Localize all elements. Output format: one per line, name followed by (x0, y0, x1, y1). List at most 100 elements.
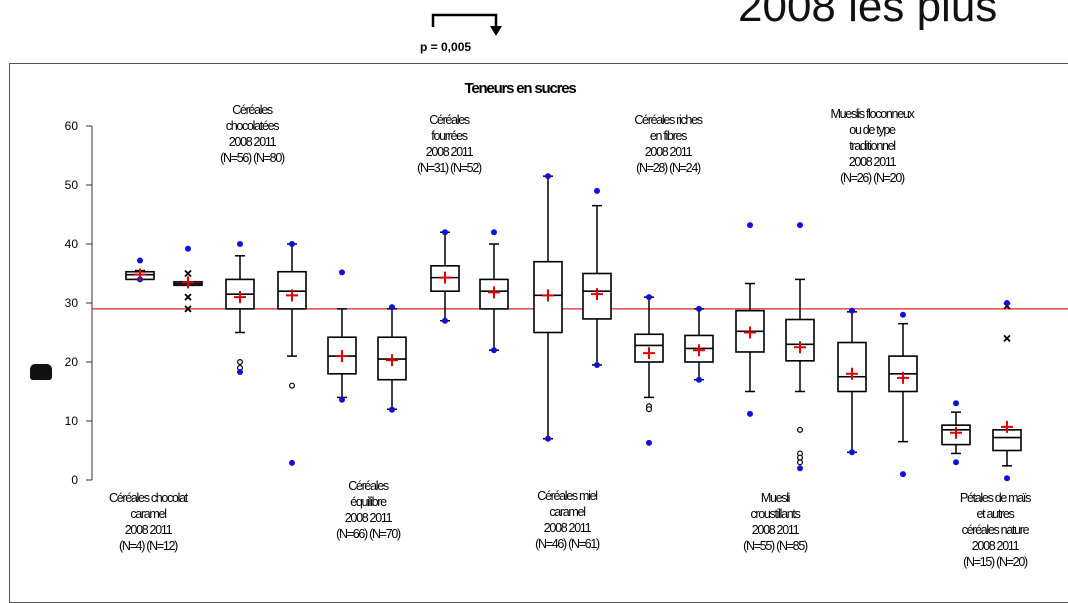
group-label-line: 2008 2011 (848, 155, 897, 169)
outlier-point (237, 359, 244, 366)
mean-marker (591, 288, 603, 301)
group-label: Céréales chocolatées 2008 2011 (N=56) (N=80… (172, 102, 332, 166)
box (430, 265, 460, 292)
group-label-line: (N=56) (N=80) (220, 151, 285, 165)
group-label-line: 2008 2011 (228, 135, 277, 149)
max-point (491, 229, 497, 236)
max-point (442, 229, 448, 236)
group-label-line: (N=26) (N=20) (840, 171, 905, 185)
max-point (289, 241, 295, 247)
group-label-line: Céréales (348, 479, 389, 493)
max-point (339, 269, 345, 276)
y-axis-label (30, 364, 52, 380)
min-point (696, 376, 702, 383)
outlier-point (289, 382, 296, 389)
group-label-line: céréales nature (961, 523, 1030, 537)
group-label-line: caramel (549, 505, 586, 519)
min-point (900, 471, 906, 478)
group-label-line: Céréales chocolat (109, 491, 188, 505)
mean-marker (950, 426, 962, 439)
group-label-line: (N=66) (N=70) (336, 527, 401, 541)
min-point (491, 347, 497, 354)
group-label: Céréales miel caramel 2008 2011 (N=46) (N=6… (487, 488, 647, 552)
group-label-line: Mueslis floconneux (830, 107, 915, 121)
max-point (900, 311, 906, 318)
mean-marker (897, 371, 909, 384)
group-label-line: 2008 2011 (644, 145, 693, 159)
mean-marker (386, 354, 398, 367)
group-label-line: Céréales (232, 103, 273, 117)
group-label-line: Pétales de maïs (959, 491, 1031, 505)
mean-marker (488, 286, 500, 299)
y-tick-label: 20 (65, 355, 79, 369)
mean-marker (744, 326, 756, 339)
min-point (1004, 475, 1010, 482)
group-label-line: et autres (976, 507, 1015, 521)
max-point (747, 222, 753, 229)
group-label: Mueslis floconneux ou de type traditionnel… (792, 106, 952, 186)
group-label-line: croustillants (750, 507, 800, 521)
extreme-point (1003, 334, 1011, 343)
p-value-arrow (490, 26, 502, 36)
min-point (442, 317, 448, 324)
min-point (646, 439, 652, 446)
chart-title: Teneurs en sucres (464, 80, 576, 97)
max-point (953, 400, 959, 407)
group-label-line: 2008 2011 (971, 539, 1020, 553)
group-label-line: chocolatées (225, 119, 280, 133)
group-label-line: Céréales miel (537, 489, 598, 503)
mean-marker (846, 367, 858, 380)
p-value-annotation: p = 0,005 (420, 40, 472, 54)
mean-marker (134, 268, 146, 281)
group-label-line: Muesli (760, 491, 791, 505)
y-tick-label: 60 (65, 119, 79, 133)
max-point (389, 304, 395, 311)
group-label-line: (N=55) (N=85) (743, 539, 808, 553)
mean-marker (234, 291, 246, 304)
y-tick-label: 0 (71, 473, 78, 487)
group-label-line: (N=31) (N=52) (417, 161, 482, 175)
max-point (797, 222, 803, 229)
group-label-line: (N=15) (N=20) (963, 555, 1028, 569)
extreme-point (184, 293, 192, 301)
max-point (185, 245, 191, 252)
max-point (696, 305, 702, 312)
min-point (797, 465, 803, 472)
min-point (389, 406, 395, 413)
group-label-line: ou de type (849, 123, 896, 137)
box (837, 341, 867, 393)
max-point (545, 173, 551, 180)
slide-title: 2008 les plus (738, 0, 998, 31)
group-label-line: (N=46) (N=61) (535, 537, 600, 551)
y-tick-label: 40 (65, 237, 79, 251)
group-label-line: Céréales (429, 113, 470, 127)
p-value-bracket (431, 13, 498, 27)
group-label-line: 2008 2011 (751, 523, 800, 537)
min-point (237, 369, 243, 376)
mean-marker (1001, 420, 1013, 433)
mean-marker (439, 271, 451, 284)
group-label: Céréales chocolat caramel 2008 2011 (N=4) (… (68, 490, 228, 554)
y-tick-label: 10 (65, 414, 79, 428)
max-point (594, 187, 600, 194)
group-label: Céréales fourrées 2008 2011 (N=31) (N=52) (369, 112, 529, 176)
max-point (646, 294, 652, 301)
group-label-line: fourrées (431, 129, 468, 143)
group-label-line: 2008 2011 (124, 523, 173, 537)
group-label-line: caramel (130, 507, 167, 521)
min-point (953, 459, 959, 466)
box (992, 429, 1022, 452)
max-point (1004, 300, 1010, 306)
box (785, 318, 815, 362)
group-label: Muesli croustillants 2008 2011 (N=55) (N=85… (695, 490, 855, 554)
group-label: Céréales riches en fibres 2008 2011 (N=28) … (588, 112, 748, 176)
min-point (747, 410, 753, 417)
min-point (339, 396, 345, 403)
extreme-point (184, 305, 192, 313)
mean-marker (542, 289, 554, 302)
max-point (849, 307, 855, 314)
group-label-line: traditionnel (849, 139, 896, 153)
min-point (545, 435, 551, 442)
group-label-line: en fibres (649, 129, 688, 143)
